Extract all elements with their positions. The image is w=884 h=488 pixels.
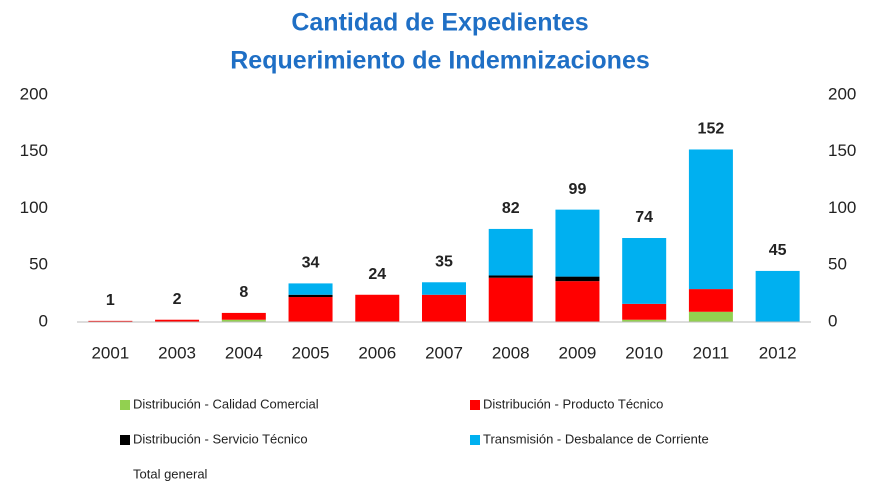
bar-segment xyxy=(688,289,733,312)
bar-segment xyxy=(622,303,667,320)
y-tick-label: 0 xyxy=(39,311,48,330)
chart-title: Cantidad de Expedientes xyxy=(291,9,588,37)
bar-segment xyxy=(155,319,200,322)
x-tick-label: 2001 xyxy=(91,343,129,362)
total-label: 99 xyxy=(569,181,587,198)
x-tick-label: 2012 xyxy=(759,343,797,362)
legend-swatch xyxy=(470,435,480,445)
bar-segment xyxy=(622,238,667,304)
total-label: 34 xyxy=(302,255,320,272)
x-tick-label: 2007 xyxy=(425,343,463,362)
legend-label: Distribución - Servicio Técnico xyxy=(133,431,308,446)
x-tick-label: 2006 xyxy=(358,343,396,362)
total-label: 82 xyxy=(502,200,520,217)
total-label: 35 xyxy=(435,253,453,270)
bar-segment xyxy=(555,276,600,282)
legend-label: Distribución - Producto Técnico xyxy=(483,396,663,411)
x-tick-label: 2011 xyxy=(693,343,730,362)
total-label: 8 xyxy=(239,284,248,301)
total-label: 45 xyxy=(769,242,787,259)
total-label: 74 xyxy=(635,209,653,226)
bar-segment xyxy=(88,320,133,322)
x-tick-label: 2009 xyxy=(559,343,597,362)
x-tick-label: 2004 xyxy=(225,343,263,362)
x-tick-label: 2008 xyxy=(492,343,530,362)
bar-segment xyxy=(488,228,533,276)
bar-segment xyxy=(755,270,800,322)
bar-segment xyxy=(422,282,466,295)
legend-label: Distribución - Calidad Comercial xyxy=(133,396,319,411)
bar-segment xyxy=(488,275,533,278)
y2-tick-label: 0 xyxy=(828,311,837,330)
y2-tick-label: 150 xyxy=(828,141,856,160)
y-tick-label: 150 xyxy=(20,141,48,160)
bar-segment xyxy=(555,281,600,322)
bar-segment xyxy=(688,149,733,290)
legend-label: Transmisión - Desbalance de Corriente xyxy=(483,431,709,446)
bar-segment xyxy=(422,294,466,322)
y2-tick-label: 50 xyxy=(828,255,847,274)
y-tick-label: 200 xyxy=(20,84,48,103)
total-label: 152 xyxy=(698,121,725,138)
chart-title: Requerimiento de Indemnizaciones xyxy=(230,47,650,75)
bar-segment xyxy=(622,319,667,322)
bar-segment xyxy=(488,277,533,322)
total-label: 2 xyxy=(173,291,182,308)
bar-segment xyxy=(221,312,266,320)
bar-segment xyxy=(288,294,333,298)
total-label: 24 xyxy=(368,266,386,283)
legend-swatch xyxy=(120,400,130,410)
y-tick-label: 50 xyxy=(29,255,48,274)
bar-segment xyxy=(355,294,400,322)
bar-segment xyxy=(555,209,600,277)
y2-tick-label: 200 xyxy=(828,84,856,103)
y2-tick-label: 100 xyxy=(828,198,856,217)
bar-segment xyxy=(688,311,733,322)
y-tick-label: 100 xyxy=(20,198,48,217)
x-tick-label: 2003 xyxy=(158,343,196,362)
total-label: 1 xyxy=(106,292,115,309)
bar-segment xyxy=(288,297,333,322)
x-tick-label: 2010 xyxy=(625,343,663,362)
legend-label: Total general xyxy=(133,466,208,481)
legend-swatch xyxy=(120,435,130,445)
x-tick-label: 2005 xyxy=(292,343,330,362)
bar-segment xyxy=(221,319,266,322)
bar-segment xyxy=(288,283,333,295)
legend-swatch xyxy=(470,400,480,410)
